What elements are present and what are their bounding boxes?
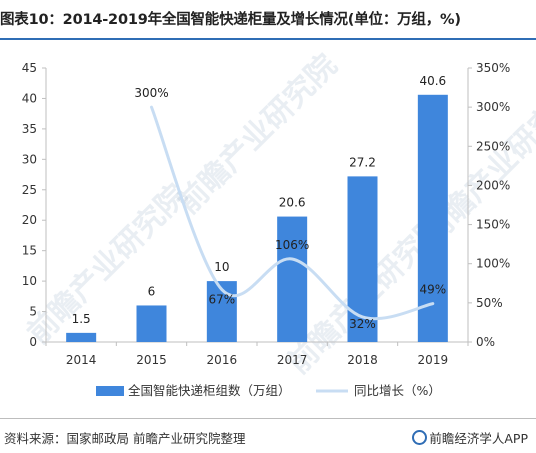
bar-value-label: 1.5 — [72, 312, 91, 326]
left-tick-label: 10 — [22, 274, 37, 288]
left-tick-label: 35 — [22, 122, 37, 136]
right-tick-label: 250% — [476, 139, 510, 153]
line-value-label: 300% — [134, 86, 168, 100]
legend-bar-label: 全国智能快递柜组数（万组） — [128, 383, 291, 398]
right-tick-label: 350% — [476, 61, 510, 75]
line-value-label: 106% — [275, 238, 309, 252]
left-tick-label: 40 — [22, 91, 37, 105]
x-tick-label: 2019 — [418, 353, 449, 367]
combo-chart: 0 5 10 15 20 25 30 35 40 45 0% 50% 100% 150% 200% 250% 3… — [22, 61, 511, 398]
right-tick-label: 200% — [476, 178, 510, 192]
left-tick-label: 0 — [29, 335, 37, 349]
bar-value-label: 10 — [214, 260, 229, 274]
bar — [277, 216, 308, 342]
brand-label: 前瞻经济学人APP — [412, 428, 528, 447]
bar-value-label: 6 — [148, 284, 156, 298]
line-value-label: 67% — [208, 293, 235, 307]
bar — [417, 94, 448, 342]
left-tick-label: 30 — [22, 152, 37, 166]
legend-line-label: 同比增长（%） — [354, 383, 441, 398]
left-tick-label: 20 — [22, 213, 37, 227]
bar-value-label: 40.6 — [419, 74, 446, 88]
growth-line — [150, 105, 435, 321]
line-value-label: 32% — [349, 317, 376, 331]
brand-logo-icon — [412, 430, 428, 445]
bar — [66, 332, 97, 342]
left-tick-label: 25 — [22, 183, 37, 197]
bar — [347, 176, 378, 342]
legend-bar-swatch — [96, 386, 124, 396]
x-tick-label: 2017 — [277, 353, 308, 367]
x-tick-label: 2014 — [66, 353, 97, 367]
left-tick-label: 15 — [22, 244, 37, 258]
left-tick-label: 5 — [29, 305, 37, 319]
x-tick-label: 2016 — [207, 353, 238, 367]
right-tick-label: 300% — [476, 100, 510, 114]
right-tick-label: 150% — [476, 218, 510, 232]
right-tick-label: 100% — [476, 257, 510, 271]
right-tick-label: 50% — [476, 296, 503, 310]
x-tick-label: 2018 — [347, 353, 378, 367]
line-value-label: 49% — [419, 283, 446, 297]
title-underline — [0, 38, 536, 40]
left-tick-label: 45 — [22, 61, 37, 75]
x-tick-label: 2015 — [136, 353, 167, 367]
chart-title: 图表10：2014-2019年全国智能快递柜量及增长情况(单位：万组，%) — [0, 12, 461, 28]
brand-text: 前瞻经济学人APP — [429, 431, 528, 446]
source-note: 资料来源：国家邮政局 前瞻产业研究院整理 — [4, 431, 246, 446]
bar — [136, 305, 167, 342]
right-tick-label: 0% — [476, 335, 495, 349]
bar-value-label: 20.6 — [279, 196, 306, 210]
bar-value-label: 27.2 — [349, 155, 376, 169]
footer-divider — [0, 418, 536, 419]
